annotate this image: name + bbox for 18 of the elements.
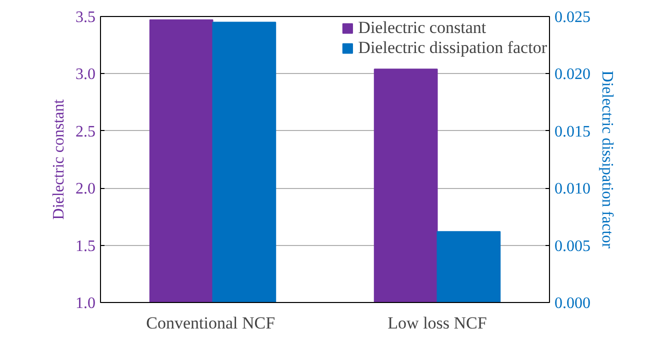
x-tick-label: Low loss NCF [388,314,487,332]
legend-label: Dielectric dissipation factor [358,38,547,58]
y2-tick-label: 0.020 [554,66,590,84]
y-tick-label: 1.5 [76,238,96,255]
y-tick-label: 3.5 [76,9,96,26]
x-tick-label: Conventional NCF [146,314,276,332]
legend-label: Dielectric constant [358,18,486,38]
y2-tick-label: 0.015 [554,123,590,140]
y-tick-label: 2.0 [76,180,96,198]
y2-tick-label: 0.010 [554,180,590,198]
y2-tick-label: 0.000 [554,295,590,312]
y-tick-label: 2.5 [76,123,96,140]
y-axis-title: Dielectric constant [50,98,68,220]
y2-axis-title: Dielectric dissipation factor [598,70,616,250]
y-tick-label: 1.0 [76,295,96,312]
y2-tick-label: 0.005 [554,238,590,255]
y-tick-label: 3.0 [76,66,96,84]
y2-tick-label: 0.025 [554,9,590,26]
